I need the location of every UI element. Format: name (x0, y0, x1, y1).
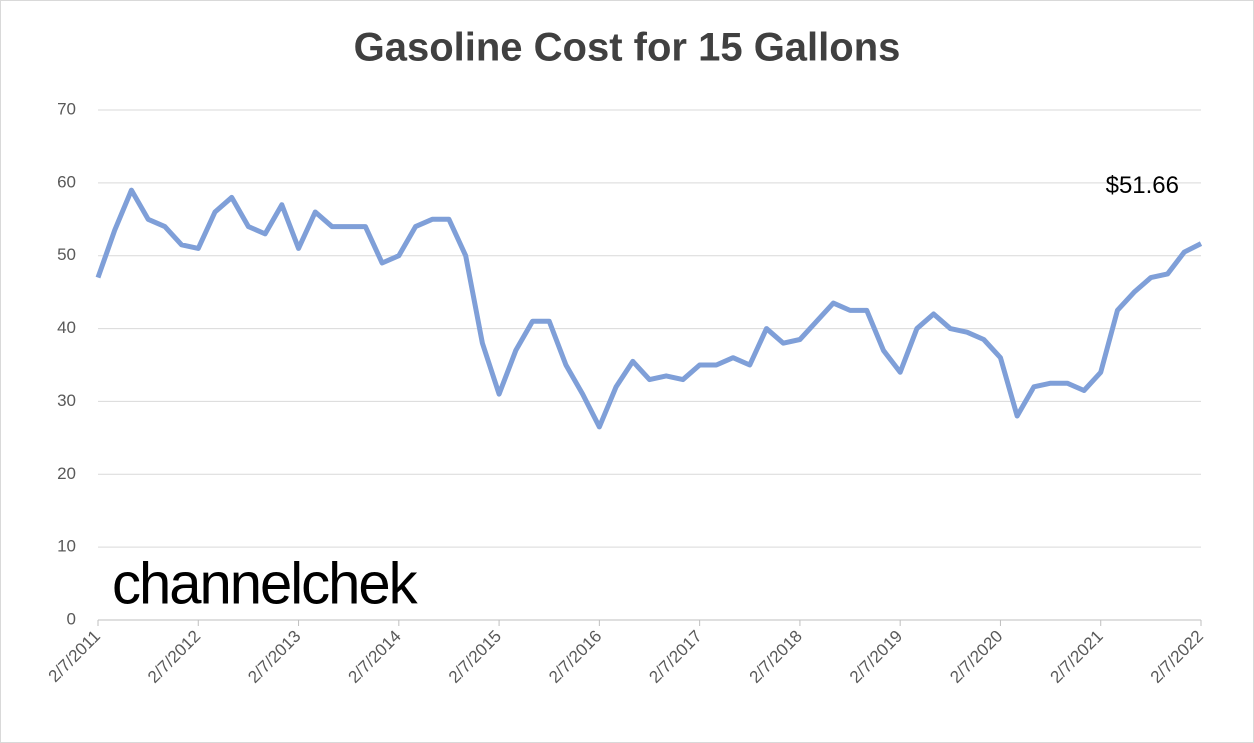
logo: channelchek (112, 551, 419, 616)
data-label: $51.66 (1106, 172, 1179, 199)
chart-title: Gasoline Cost for 15 Gallons (354, 26, 901, 70)
y-tick-label: 60 (57, 172, 76, 191)
y-tick-label: 30 (57, 391, 76, 410)
y-tick-label: 40 (57, 318, 76, 337)
y-tick-label: 70 (57, 99, 76, 118)
data-line (95, 187, 1203, 430)
y-tick-label: 20 (57, 464, 76, 483)
y-tick-label: 50 (57, 245, 76, 264)
y-tick-label: 0 (67, 609, 76, 628)
y-tick-label: 10 (57, 537, 76, 556)
